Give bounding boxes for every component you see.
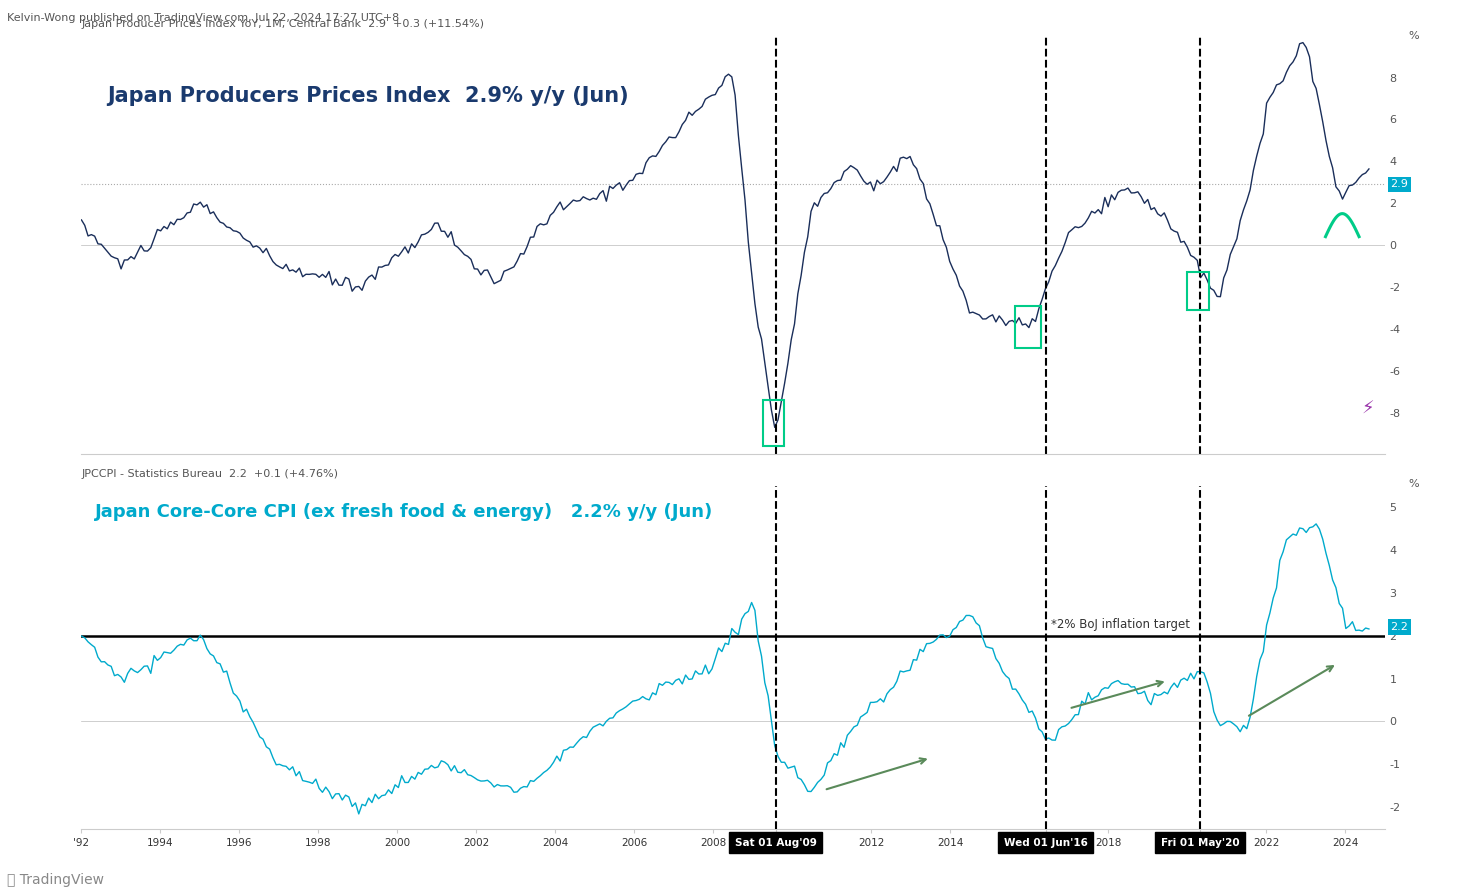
Text: JPCCPI - Statistics Bureau  2.2  +0.1 (+4.76%): JPCCPI - Statistics Bureau 2.2 +0.1 (+4.…: [81, 469, 339, 478]
Text: Japan Producers Prices Index  2.9% y/y (Jun): Japan Producers Prices Index 2.9% y/y (J…: [108, 86, 629, 106]
Text: ⚡: ⚡: [1363, 399, 1374, 417]
Text: Kelvin-Wong published on TradingView.com, Jul 22, 2024 17:27 UTC+8: Kelvin-Wong published on TradingView.com…: [7, 13, 400, 23]
Text: 2.2: 2.2: [1391, 622, 1408, 632]
Text: %: %: [1408, 478, 1419, 489]
Text: %: %: [1408, 31, 1419, 42]
Text: 📈 TradingView: 📈 TradingView: [7, 872, 104, 887]
Text: Japan Core-Core CPI (ex fresh food & energy)   2.2% y/y (Jun): Japan Core-Core CPI (ex fresh food & ene…: [95, 503, 712, 520]
Text: *2% BoJ inflation target: *2% BoJ inflation target: [1052, 617, 1191, 631]
Text: 2.9: 2.9: [1391, 179, 1408, 189]
Text: Japan Producer Prices Index YoY, 1M, Central Bank  2.9  +0.3 (+11.54%): Japan Producer Prices Index YoY, 1M, Cen…: [81, 20, 484, 29]
